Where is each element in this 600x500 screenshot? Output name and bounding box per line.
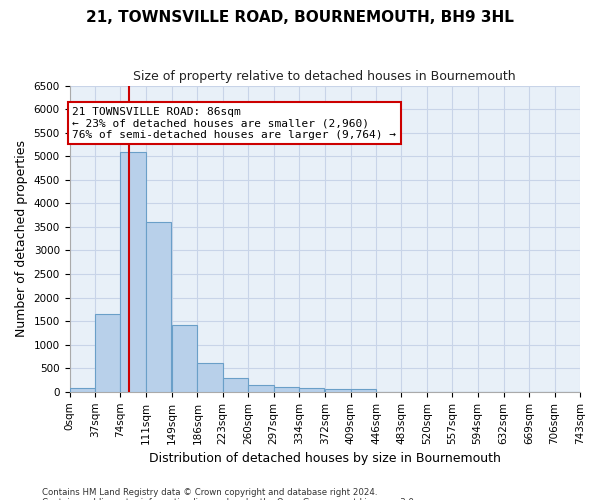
Bar [299,388,325,392]
Bar [197,362,223,392]
Y-axis label: Number of detached properties: Number of detached properties [15,140,28,337]
Text: 21 TOWNSVILLE ROAD: 86sqm
← 23% of detached houses are smaller (2,960)
76% of se: 21 TOWNSVILLE ROAD: 86sqm ← 23% of detac… [72,107,396,140]
Bar [146,222,171,392]
Bar [121,152,146,392]
Text: 21, TOWNSVILLE ROAD, BOURNEMOUTH, BH9 3HL: 21, TOWNSVILLE ROAD, BOURNEMOUTH, BH9 3H… [86,10,514,25]
Bar [274,388,299,392]
Text: Contains public sector information licensed under the Open Government Licence v3: Contains public sector information licen… [42,498,416,500]
X-axis label: Distribution of detached houses by size in Bournemouth: Distribution of detached houses by size … [149,452,501,465]
Bar [325,389,350,392]
Bar [350,389,376,392]
Bar [223,378,248,392]
Bar [70,388,95,392]
Bar [95,314,121,392]
Title: Size of property relative to detached houses in Bournemouth: Size of property relative to detached ho… [133,70,516,83]
Bar [248,386,274,392]
Bar [172,326,197,392]
Text: Contains HM Land Registry data © Crown copyright and database right 2024.: Contains HM Land Registry data © Crown c… [42,488,377,497]
